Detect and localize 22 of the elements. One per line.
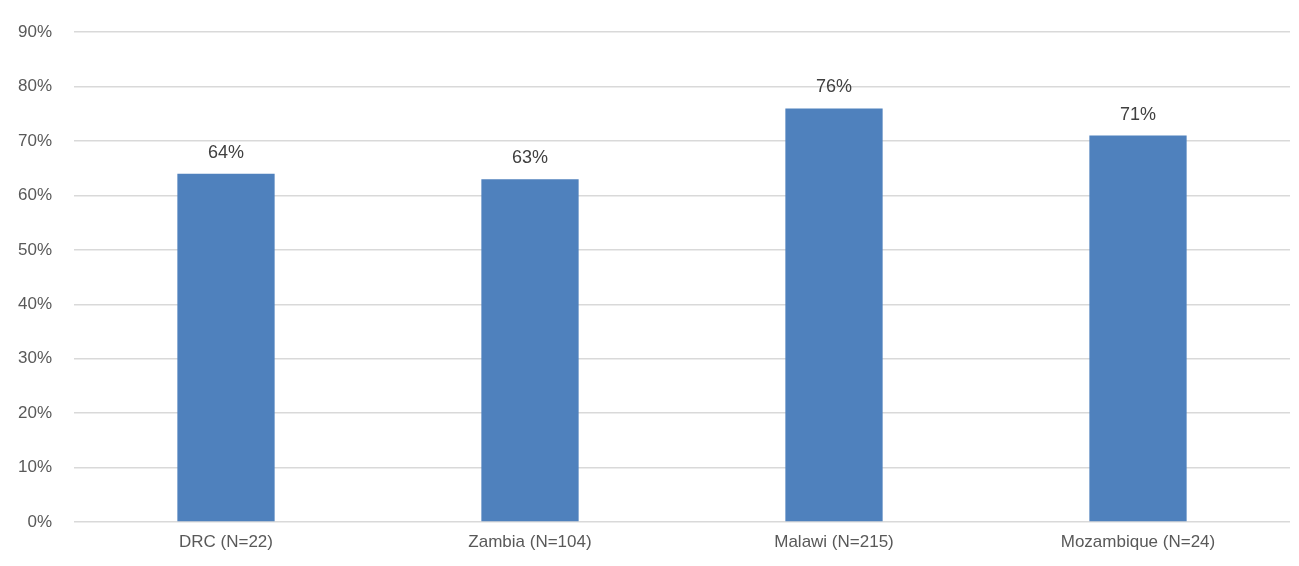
x-tick-label: Mozambique (N=24) bbox=[1060, 531, 1216, 551]
bar bbox=[785, 108, 883, 522]
y-tick-label: 80% bbox=[17, 76, 52, 96]
data-label: 63% bbox=[511, 147, 549, 168]
x-tick-label: Malawi (N=215) bbox=[774, 531, 894, 551]
y-tick-label: 50% bbox=[17, 239, 52, 259]
y-tick-label: 40% bbox=[17, 294, 52, 313]
bar bbox=[481, 179, 579, 522]
x-tick-label: DRC (N=22) bbox=[179, 531, 273, 551]
x-tick-label: Zambia (N=104) bbox=[468, 531, 592, 551]
y-tick-label: 60% bbox=[17, 185, 52, 205]
y-tick-label: 10% bbox=[17, 457, 52, 477]
y-tick-label: 90% bbox=[17, 21, 52, 41]
data-label: 76% bbox=[815, 76, 853, 97]
y-tick-label: 20% bbox=[17, 402, 52, 422]
bar bbox=[1089, 135, 1187, 522]
data-label: 71% bbox=[1119, 103, 1157, 124]
bar bbox=[177, 173, 275, 522]
data-label: 64% bbox=[207, 141, 245, 162]
y-tick-label: 30% bbox=[17, 348, 52, 368]
y-tick-label: 0% bbox=[27, 511, 52, 531]
y-tick-label: 70% bbox=[17, 130, 52, 150]
